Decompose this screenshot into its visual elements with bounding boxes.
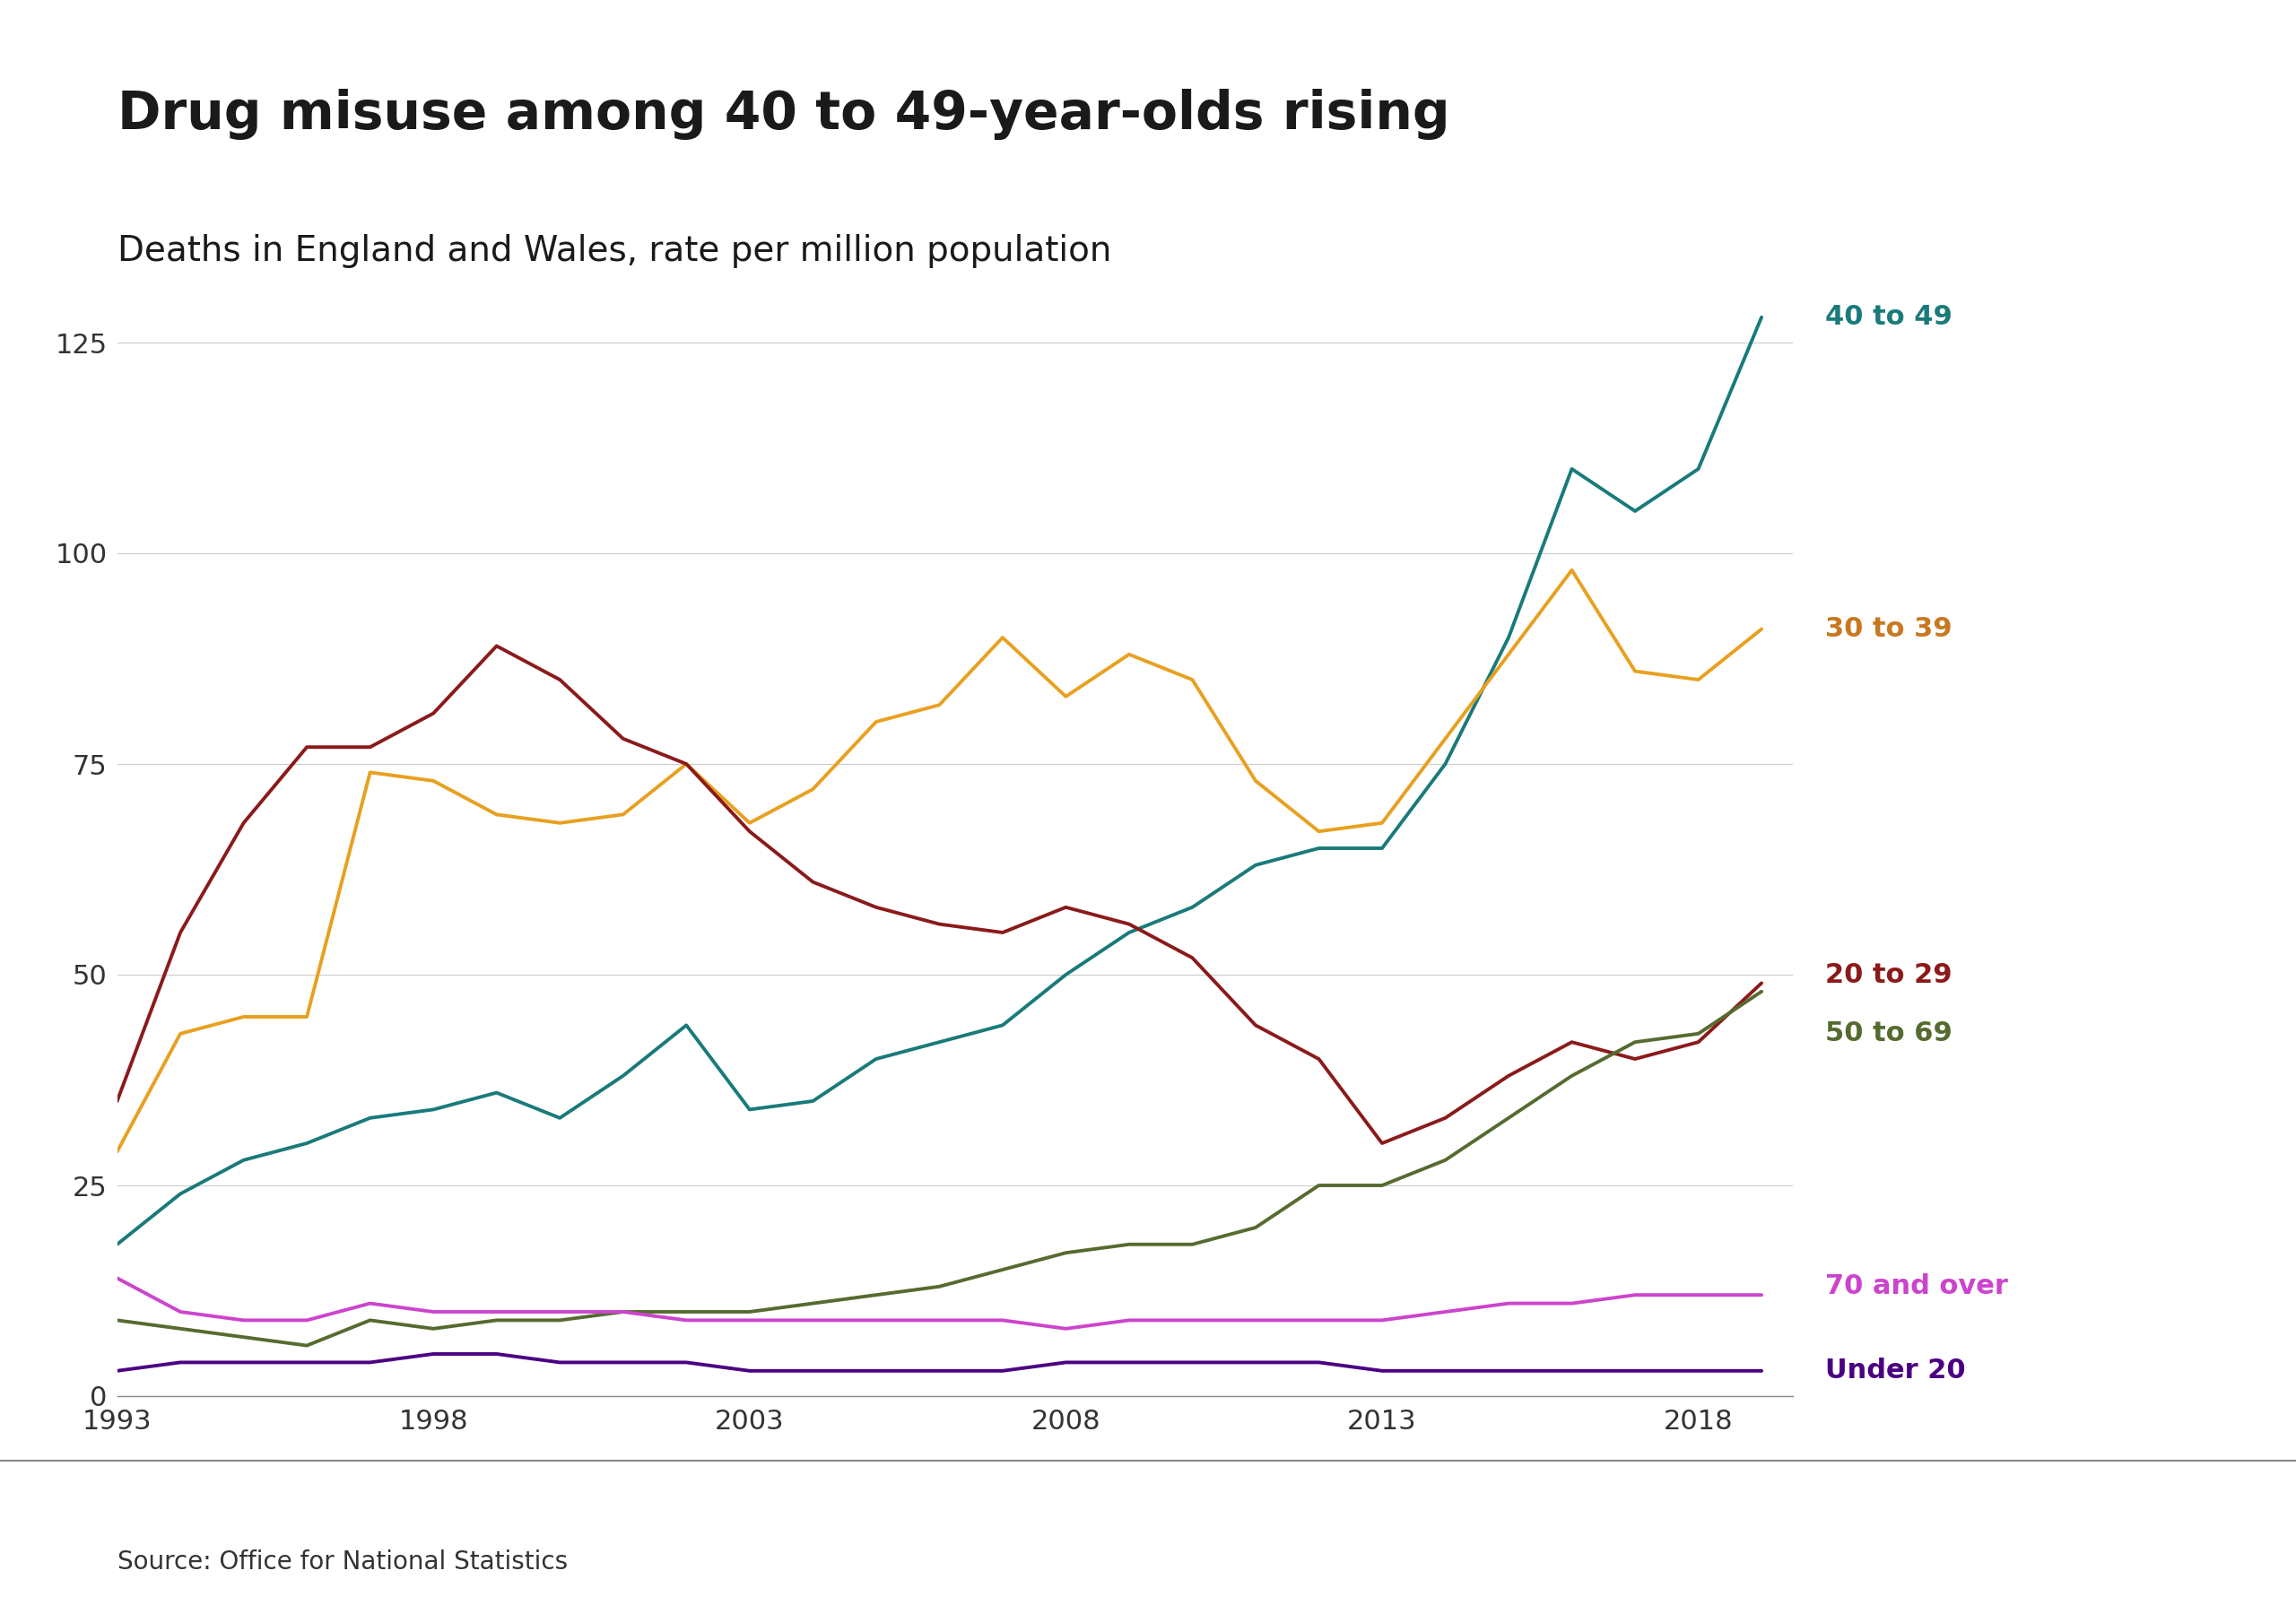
Text: 50 to 69: 50 to 69 bbox=[1825, 1020, 1952, 1046]
Text: BBC: BBC bbox=[2126, 1511, 2202, 1540]
Text: 70 and over: 70 and over bbox=[1825, 1273, 2007, 1299]
Text: Deaths in England and Wales, rate per million population: Deaths in England and Wales, rate per mi… bbox=[117, 234, 1111, 268]
Text: 40 to 49: 40 to 49 bbox=[1825, 303, 1952, 331]
Text: Source: Office for National Statistics: Source: Office for National Statistics bbox=[117, 1549, 567, 1575]
Text: 20 to 29: 20 to 29 bbox=[1825, 962, 1952, 988]
Text: Under 20: Under 20 bbox=[1825, 1357, 1965, 1383]
Text: Drug misuse among 40 to 49-year-olds rising: Drug misuse among 40 to 49-year-olds ris… bbox=[117, 89, 1449, 140]
Text: 30 to 39: 30 to 39 bbox=[1825, 617, 1952, 642]
